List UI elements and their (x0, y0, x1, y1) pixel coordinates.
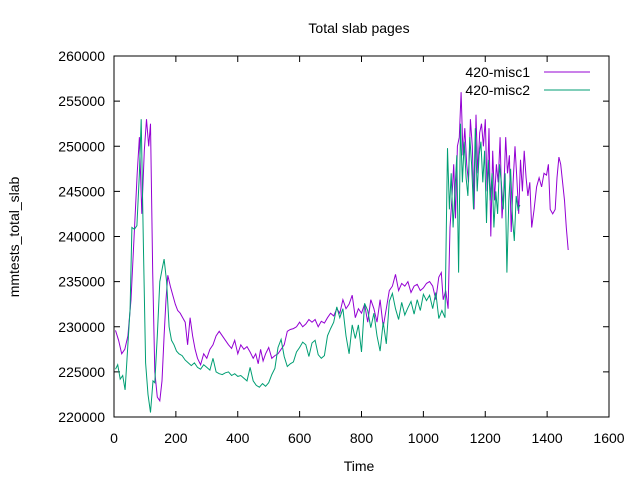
x-tick-label: 600 (288, 430, 312, 446)
x-tick-label: 1400 (532, 430, 563, 446)
y-tick-label: 245000 (58, 183, 105, 199)
y-tick-label: 250000 (58, 138, 105, 154)
legend-label-420-misc1: 420-misc1 (465, 64, 530, 80)
plot-frame (113, 55, 610, 418)
chart-title: Total slab pages (308, 20, 409, 36)
x-tick-label: 800 (350, 430, 374, 446)
y-tick-label: 225000 (58, 364, 105, 380)
y-tick-label: 230000 (58, 319, 105, 335)
y-tick-label: 235000 (58, 274, 105, 290)
series-lines (115, 92, 569, 413)
y-tick-label: 240000 (58, 229, 105, 245)
series-line-420-misc1 (115, 92, 569, 403)
y-axis-label: mmtests_total_slab (6, 176, 22, 297)
axis-ticks: 220000 225000 230000 235000 240000 245000 2500… (58, 48, 624, 446)
x-tick-label: 1200 (470, 430, 501, 446)
y-tick-label: 220000 (58, 409, 105, 425)
x-tick-label: 200 (164, 430, 188, 446)
x-tick-label: 0 (110, 430, 118, 446)
x-tick-label: 1000 (408, 430, 439, 446)
y-tick-label: 255000 (58, 93, 105, 109)
legend-label-420-misc2: 420-misc2 (465, 82, 530, 98)
x-axis-label: Time (344, 458, 375, 474)
y-tick-label: 260000 (58, 48, 105, 64)
series-line-420-misc2 (115, 119, 521, 413)
x-tick-label: 400 (226, 430, 250, 446)
legend: 420-misc1 420-misc2 (465, 64, 590, 98)
x-tick-label: 1600 (593, 430, 624, 446)
